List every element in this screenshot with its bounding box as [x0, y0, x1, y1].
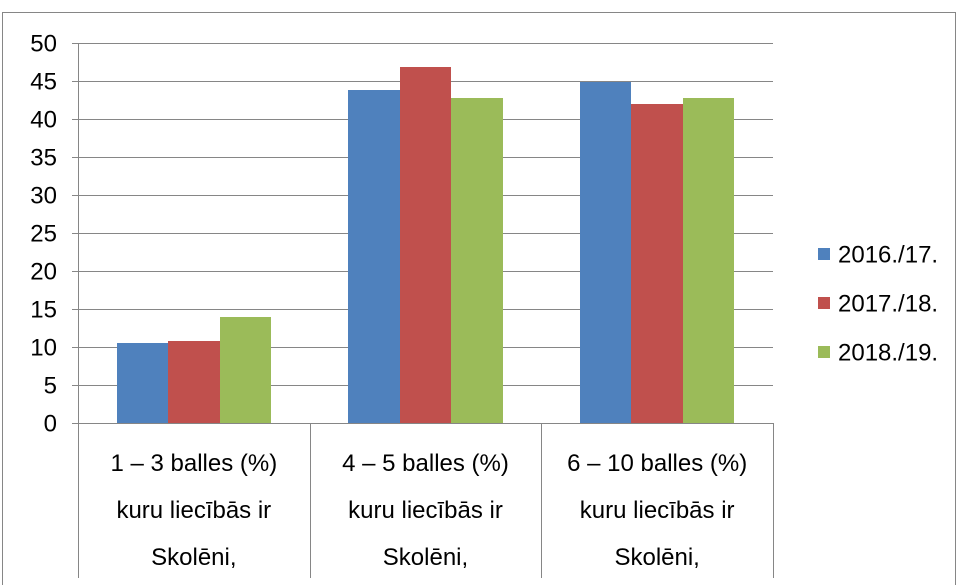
- y-tick-label: 35: [30, 145, 57, 172]
- bar: [348, 90, 400, 423]
- legend-label: 2017./18.: [838, 291, 938, 318]
- legend-swatch: [818, 346, 830, 358]
- axes: [72, 43, 774, 578]
- y-tick-label: 15: [30, 297, 57, 324]
- x-tick-label: 1 – 3 balles (%): [110, 450, 277, 477]
- legend-label: 2016./17.: [838, 242, 938, 269]
- x-axis-labels: 1 – 3 balles (%) kuru liecībās ir Skolēni,…: [110, 450, 747, 571]
- legend-swatch: [818, 297, 830, 309]
- bar: [168, 341, 220, 423]
- bar: [683, 98, 734, 423]
- bar: [400, 67, 451, 423]
- x-tick-sublabel: kuru liecībās ir: [116, 497, 271, 524]
- y-tick-label: 25: [30, 221, 57, 248]
- chart-border: [2, 12, 956, 585]
- x-tick-sublabel: Skolēni,: [614, 544, 699, 571]
- bar: [220, 317, 271, 423]
- legend-label: 2018./19.: [838, 340, 938, 367]
- bar: [631, 104, 683, 423]
- y-tick-label: 30: [30, 183, 57, 210]
- y-tick-label: 0: [44, 411, 57, 438]
- bar: [117, 343, 168, 423]
- x-tick-sublabel: Skolēni,: [383, 544, 468, 571]
- y-tick-label: 20: [30, 259, 57, 286]
- y-tick-label: 10: [30, 335, 57, 362]
- y-tick-label: 50: [30, 31, 57, 58]
- x-tick-label: 6 – 10 balles (%): [567, 450, 747, 477]
- x-tick-sublabel: Skolēni,: [151, 544, 236, 571]
- y-tick-label: 45: [30, 69, 57, 96]
- bar: [580, 82, 631, 423]
- y-axis-labels: 0 5 10 15 20 25 30 35 40 45 50: [30, 31, 57, 438]
- y-tick-label: 40: [30, 107, 57, 134]
- x-tick-sublabel: kuru liecībās ir: [348, 497, 503, 524]
- plot-area: [117, 67, 734, 423]
- x-tick-sublabel: kuru liecībās ir: [580, 497, 735, 524]
- legend: 2016./17. 2017./18. 2018./19.: [818, 242, 938, 367]
- legend-swatch: [818, 248, 830, 260]
- x-tick-label: 4 – 5 balles (%): [342, 450, 509, 477]
- bar: [451, 98, 503, 423]
- y-tick-label: 5: [44, 373, 57, 400]
